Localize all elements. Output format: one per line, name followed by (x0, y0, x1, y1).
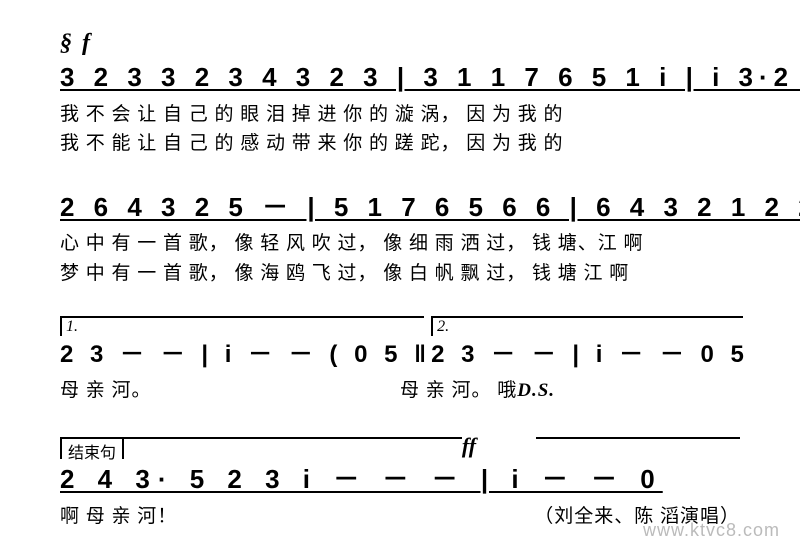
lyrics-2a: 心 中 有 一 首 歌， 像 轻 风 吹 过， 像 细 雨 洒 过， 钱 塘、江… (60, 230, 740, 259)
notes-line-2: 2 6 4 3 2 5 － | 5 1 7 6 5 6 6 | 6 4 3 2 … (60, 187, 740, 229)
music-system-1: 3 2 3 3 2 3 4 3 2 3 | 3 1 1 7 6 5 1 i | … (60, 57, 740, 159)
notes-line-3b: 2 3 － － | i － － 0 5 (431, 336, 749, 374)
lyrics-1a: 我 不 会 让 自 己 的 眼 泪 掉 进 你 的 漩 涡， 因 为 我 的 (60, 101, 740, 130)
notes-line-3a: 2 3 － － | i － － ( 0 5 ‖ (60, 336, 431, 374)
music-system-2: 2 6 4 3 2 5 － | 5 1 7 6 5 6 6 | 6 4 3 2 … (60, 187, 740, 289)
music-system-4: 结束句 ff 2 4 3· 5 2 3 i － － － | i － － 0 啊 … (60, 433, 740, 531)
music-system-3: 1. 2 3 － － | i － － ( 0 5 ‖ 2. 2 3 － － | … (60, 316, 740, 405)
lyrics-3a: 母 亲 河。 (60, 377, 400, 406)
volta-1: 1. (60, 316, 424, 336)
lyrics-2b: 梦 中 有 一 首 歌， 像 海 鸥 飞 过， 像 白 帆 飘 过， 钱 塘 江… (60, 260, 740, 289)
coda-label: 结束句 (60, 437, 124, 459)
ff-marking: ff (462, 433, 476, 459)
notes-line-4: 2 4 3· 5 2 3 i － － － | i － － 0 (60, 459, 740, 501)
volta-2: 2. (431, 316, 742, 336)
watermark: www.ktvc8.com (643, 520, 780, 541)
lyrics-4: 啊 母 亲 河！ (60, 503, 534, 532)
lyrics-1b: 我 不 能 让 自 己 的 感 动 带 来 你 的 蹉 跎， 因 为 我 的 (60, 130, 740, 159)
ds-marking: D.S. (517, 380, 555, 401)
dynamic-marking: § f (60, 30, 740, 57)
notes-line-1: 3 2 3 3 2 3 4 3 2 3 | 3 1 1 7 6 5 1 i | … (60, 57, 740, 99)
lyrics-3b: 母 亲 河。 哦D.S. (400, 377, 740, 406)
